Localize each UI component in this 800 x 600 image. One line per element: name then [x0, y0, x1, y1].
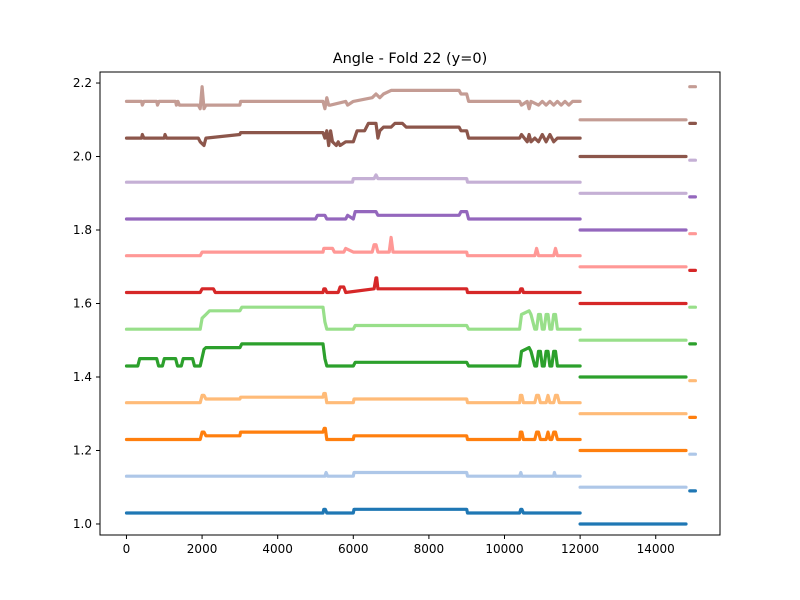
series-12 [124, 85, 697, 122]
series-line [124, 507, 582, 515]
y-axis: 1.0 1.2 1.4 1.6 1.8 2.0 2.2 [73, 76, 100, 531]
x-tick-label: 8000 [414, 542, 445, 556]
series-line [124, 276, 582, 295]
y-tick-label: 1.4 [73, 370, 92, 384]
series-3 [124, 415, 697, 453]
x-tick-label: 2000 [187, 542, 218, 556]
series-10 [124, 158, 697, 195]
y-tick-label: 1.2 [73, 443, 92, 457]
y-tick-label: 2.2 [73, 76, 92, 90]
y-tick-label: 1.6 [73, 297, 92, 311]
y-tick-label: 2.0 [73, 150, 92, 164]
x-tick-label: 12000 [561, 542, 599, 556]
series-4 [124, 379, 697, 416]
series-line [124, 391, 582, 405]
series-line [124, 342, 582, 368]
x-tick-label: 14000 [637, 542, 675, 556]
series-9 [124, 195, 697, 232]
series-layer [124, 85, 697, 526]
series-6 [124, 305, 697, 342]
chart-title: Angle - Fold 22 (y=0) [333, 51, 488, 67]
series-1 [124, 489, 697, 526]
series-8 [124, 232, 697, 269]
series-2 [124, 452, 697, 489]
x-tick-label: 4000 [262, 542, 293, 556]
series-line [124, 173, 582, 184]
x-tick-label: 10000 [485, 542, 523, 556]
series-line [124, 210, 582, 221]
series-11 [124, 121, 697, 159]
series-5 [124, 342, 697, 379]
y-tick-label: 1.8 [73, 223, 92, 237]
y-tick-label: 1.0 [73, 517, 92, 531]
series-line [124, 121, 582, 148]
series-7 [124, 268, 697, 306]
x-axis: 0 2000 4000 6000 8000 10000 12000 14000 [123, 535, 675, 556]
series-line [124, 85, 582, 111]
x-tick-label: 0 [123, 542, 131, 556]
series-line [124, 235, 582, 258]
series-line [124, 305, 582, 331]
series-line [124, 470, 582, 478]
x-tick-label: 6000 [338, 542, 369, 556]
series-line [124, 426, 582, 442]
